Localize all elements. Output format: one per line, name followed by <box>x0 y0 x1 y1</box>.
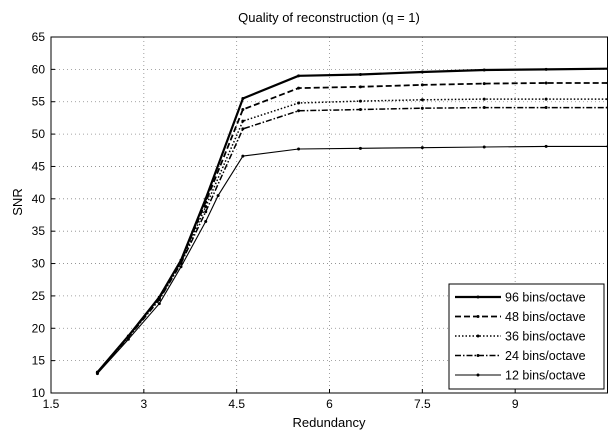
legend-label: 12 bins/octave <box>505 369 586 383</box>
data-point <box>545 106 548 109</box>
x-tick-label: 3 <box>140 397 147 411</box>
data-point <box>217 194 220 197</box>
data-point <box>483 82 486 85</box>
data-point <box>483 69 486 72</box>
data-point <box>421 83 424 86</box>
data-point <box>483 98 486 101</box>
y-tick-label: 15 <box>32 354 46 368</box>
data-point <box>359 147 362 150</box>
legend-marker <box>477 315 480 318</box>
data-point <box>421 107 424 110</box>
x-tick-label: 1.5 <box>43 397 60 411</box>
y-tick-label: 25 <box>32 289 46 303</box>
data-point <box>421 98 424 101</box>
y-tick-label: 35 <box>32 224 46 238</box>
data-point <box>359 73 362 76</box>
legend-label: 96 bins/octave <box>505 291 586 305</box>
data-point <box>421 70 424 73</box>
y-axis-label: SNR <box>10 188 25 215</box>
legend-marker <box>477 296 480 299</box>
x-tick-label: 9 <box>512 397 519 411</box>
data-point <box>545 81 548 84</box>
legend-label: 24 bins/octave <box>505 349 586 363</box>
data-point <box>297 102 300 105</box>
data-point <box>158 302 161 305</box>
data-point <box>241 108 244 111</box>
y-tick-label: 40 <box>32 192 46 206</box>
data-point <box>421 146 424 149</box>
data-point <box>359 85 362 88</box>
y-tick-label: 55 <box>32 95 46 109</box>
data-point <box>297 109 300 112</box>
y-tick-label: 20 <box>32 321 46 335</box>
y-tick-label: 10 <box>32 386 46 400</box>
data-point <box>359 100 362 103</box>
data-point <box>359 108 362 111</box>
data-point <box>204 210 207 213</box>
y-tick-label: 30 <box>32 257 46 271</box>
data-point <box>297 147 300 150</box>
y-tick-label: 60 <box>32 62 46 76</box>
x-tick-label: 6 <box>326 397 333 411</box>
legend-label: 36 bins/octave <box>505 330 586 344</box>
data-point <box>179 265 182 268</box>
x-tick-label: 4.5 <box>228 397 245 411</box>
x-axis-label: Redundancy <box>293 415 366 430</box>
x-tick-label: 7.5 <box>414 397 431 411</box>
y-tick-label: 45 <box>32 159 46 173</box>
chart-title: Quality of reconstruction (q = 1) <box>238 10 420 25</box>
y-tick-label: 50 <box>32 127 46 141</box>
data-point <box>96 372 99 375</box>
data-point <box>297 74 300 77</box>
data-point <box>545 98 548 101</box>
legend-marker <box>477 374 480 377</box>
data-point <box>241 127 244 130</box>
y-tick-label: 65 <box>32 30 46 44</box>
data-point <box>204 220 207 223</box>
legend: 96 bins/octave 48 bins/octave 36 bins/octa… <box>449 284 604 389</box>
data-point <box>241 120 244 123</box>
legend-marker <box>477 335 480 338</box>
legend-marker <box>477 354 480 357</box>
data-point <box>483 106 486 109</box>
legend-label: 48 bins/octave <box>505 310 586 324</box>
data-point <box>297 87 300 90</box>
data-point <box>483 146 486 149</box>
data-point <box>127 338 130 341</box>
data-point <box>241 155 244 158</box>
data-point <box>545 145 548 148</box>
data-point <box>545 68 548 71</box>
data-point <box>241 97 244 100</box>
